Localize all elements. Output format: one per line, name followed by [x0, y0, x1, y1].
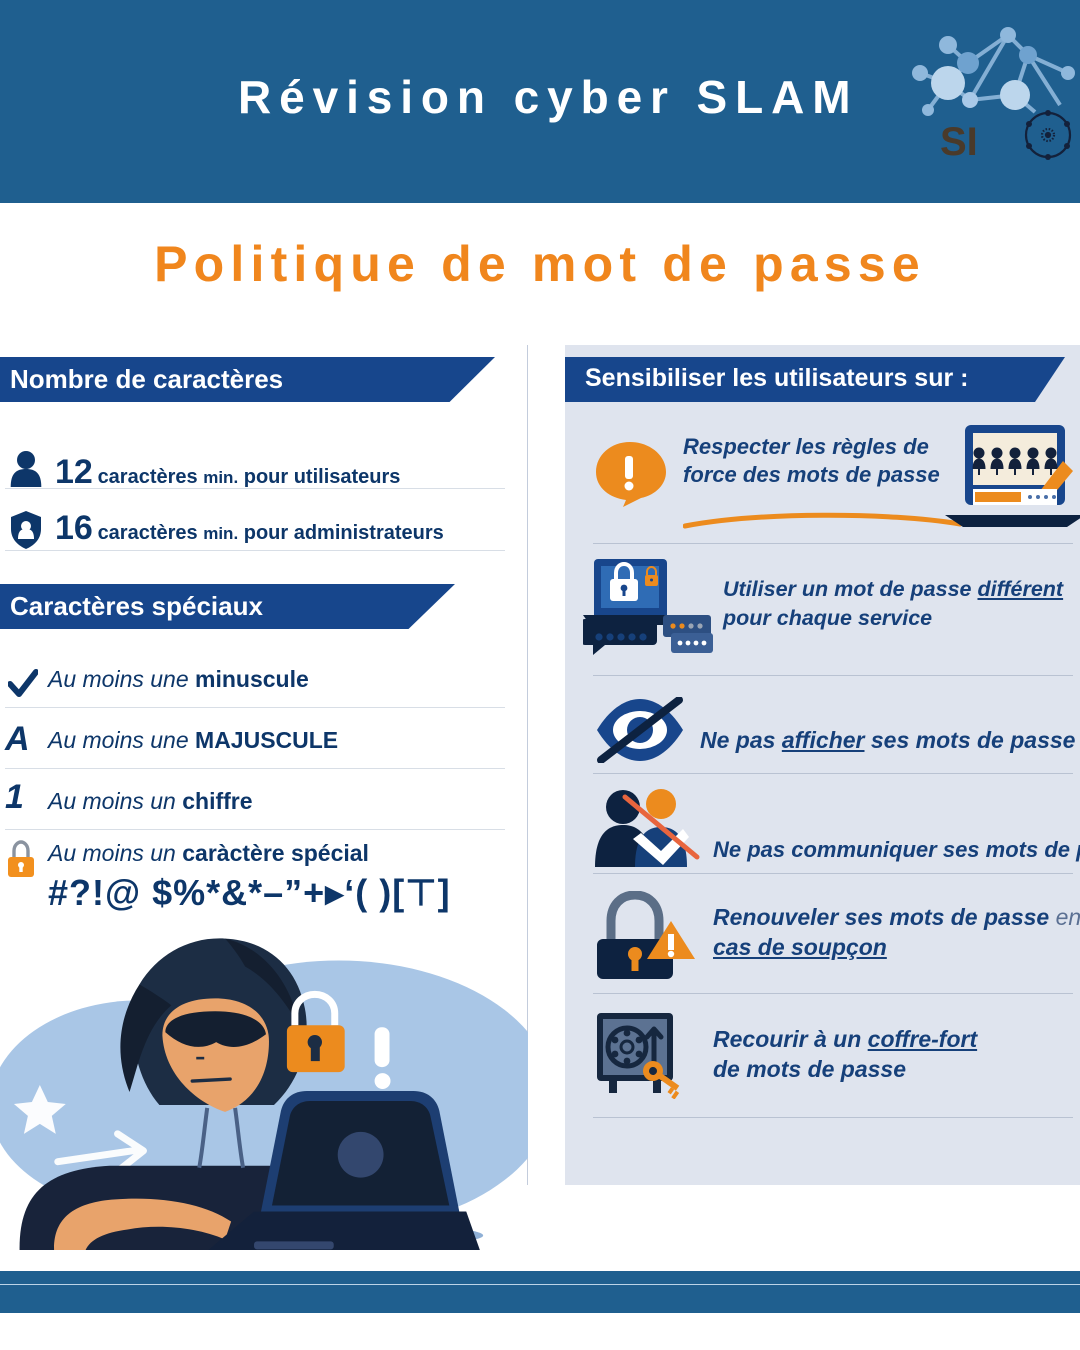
- svg-text:SI: SI: [940, 120, 978, 164]
